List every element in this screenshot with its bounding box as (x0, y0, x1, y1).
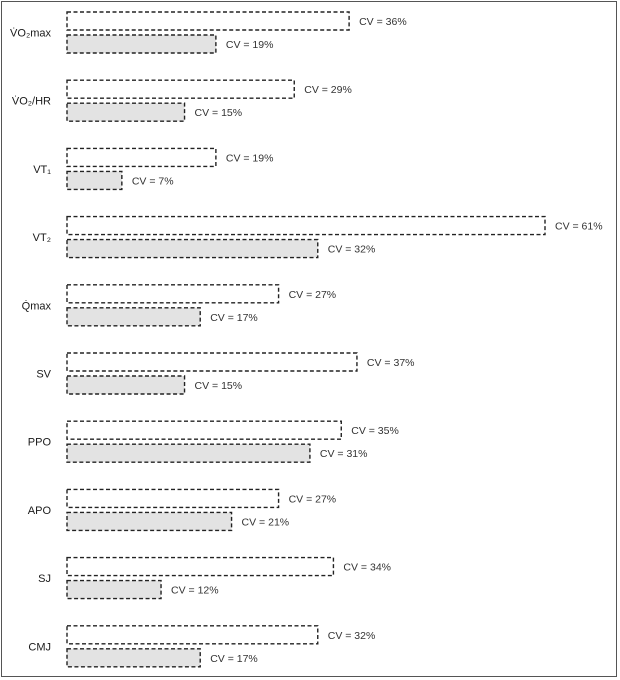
bar (66, 511, 233, 532)
category-label: VT₂ (33, 232, 51, 244)
category-label: VT₁ (33, 164, 51, 176)
bar (66, 375, 186, 395)
data-label: CV = 29% (304, 84, 352, 96)
data-label: CV = 32% (328, 630, 376, 642)
category-label: V̇O₂max (10, 27, 51, 40)
data-label: CV = 32% (328, 244, 376, 256)
data-label: CV = 19% (226, 152, 274, 164)
category-label: V̇O₂/HR (12, 95, 51, 108)
bar (66, 488, 280, 509)
bar (66, 147, 217, 168)
bar (66, 648, 201, 668)
bar (66, 238, 319, 259)
category-label: CMJ (28, 641, 51, 653)
bar (66, 352, 358, 372)
data-label: CV = 17% (210, 653, 258, 665)
data-label: CV = 15% (195, 380, 243, 392)
data-label: CV = 27% (289, 289, 337, 301)
category-label: PPO (28, 437, 52, 449)
bar (66, 443, 311, 463)
bar (66, 102, 186, 122)
data-label: CV = 19% (226, 39, 274, 51)
data-label: CV = 31% (320, 448, 368, 460)
data-label: CV = 36% (359, 16, 407, 28)
data-label: CV = 37% (367, 357, 415, 369)
bar (66, 420, 342, 440)
data-label: CV = 15% (195, 107, 243, 119)
bar (66, 307, 201, 327)
data-label: CV = 17% (210, 312, 258, 324)
data-label: CV = 21% (242, 516, 290, 528)
data-label: CV = 12% (171, 585, 219, 597)
data-label: CV = 34% (343, 562, 391, 574)
bar (66, 170, 123, 191)
bar (66, 11, 350, 31)
bar (66, 215, 546, 236)
category-label: SJ (38, 573, 51, 585)
category-label: Q̇max (22, 300, 52, 313)
category-label: SV (36, 369, 51, 381)
bar (66, 556, 335, 577)
bar (66, 579, 162, 600)
data-label: CV = 61% (555, 221, 603, 233)
data-label: CV = 7% (132, 175, 174, 187)
bar (66, 284, 280, 304)
bar (66, 34, 217, 54)
bar (66, 79, 295, 99)
data-label: CV = 27% (289, 493, 337, 505)
bar (66, 625, 319, 645)
category-label: APO (28, 505, 52, 517)
data-label: CV = 35% (351, 425, 399, 437)
